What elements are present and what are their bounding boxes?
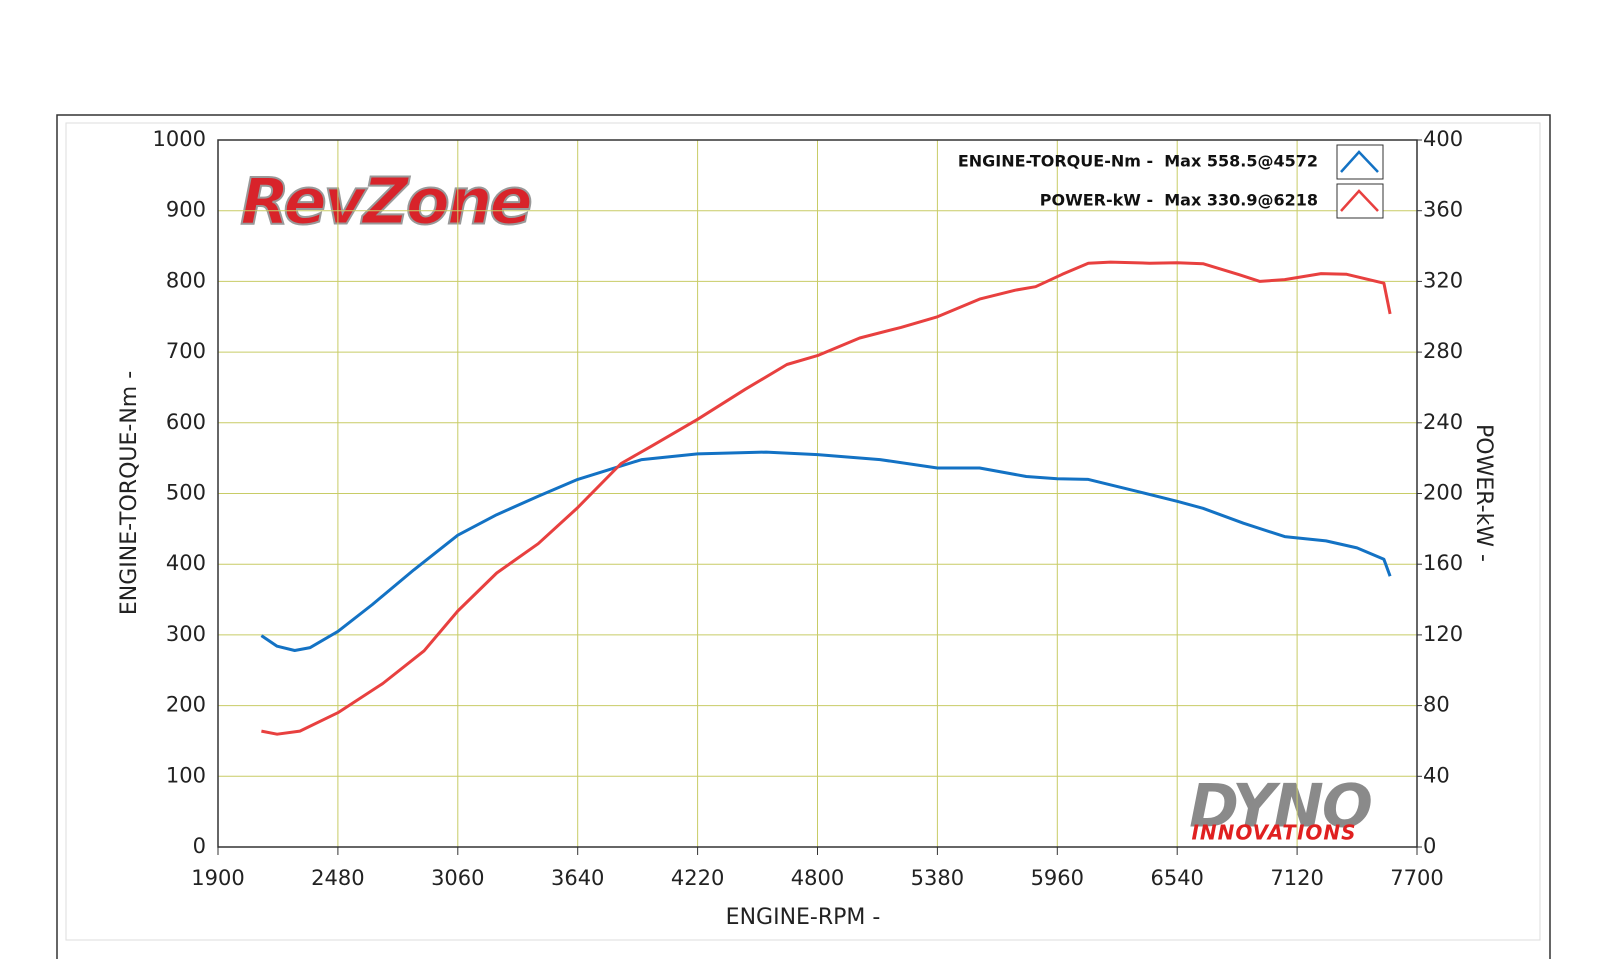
legend-label: ENGINE-TORQUE-Nm - Max 558.5@4572 bbox=[958, 152, 1318, 171]
y-tick-label: 900 bbox=[166, 198, 206, 222]
logo-dyno: DYNO bbox=[1189, 772, 1371, 842]
series-line bbox=[260, 450, 1392, 652]
legend-box bbox=[1336, 144, 1384, 180]
x-tick-label: 2480 bbox=[311, 866, 364, 890]
plot-frame bbox=[217, 139, 1418, 848]
y-tick-label: 400 bbox=[166, 551, 206, 575]
y2-tick-label: 160 bbox=[1423, 551, 1463, 575]
y2-tick-label: 280 bbox=[1423, 339, 1463, 363]
series-line bbox=[261, 260, 1392, 736]
y-tick-label: 800 bbox=[166, 268, 206, 292]
logo-innovations: INNOVATIONS bbox=[1191, 821, 1356, 845]
x-tick-label: 6540 bbox=[1150, 866, 1203, 890]
inner-frame bbox=[65, 122, 1541, 941]
y2-tick-label: 240 bbox=[1423, 410, 1463, 434]
outer-frame bbox=[56, 114, 1551, 959]
x-tick-label: 7120 bbox=[1270, 866, 1323, 890]
logo-revzone: RevZone bbox=[240, 166, 530, 240]
y-tick-label: 0 bbox=[193, 834, 206, 858]
y2-tick-label: 400 bbox=[1423, 127, 1463, 151]
y-tick-label: 600 bbox=[166, 410, 206, 434]
y-axis-title: ENGINE-TORQUE-Nm - bbox=[117, 371, 142, 615]
y2-tick-label: 360 bbox=[1423, 198, 1463, 222]
y-tick-label: 300 bbox=[166, 622, 206, 646]
x-tick-label: 7700 bbox=[1390, 866, 1443, 890]
x-tick-label: 1900 bbox=[191, 866, 244, 890]
x-tick-label: 3640 bbox=[551, 866, 604, 890]
legend-box bbox=[1336, 183, 1384, 219]
x-tick-label: 5380 bbox=[911, 866, 964, 890]
y2-tick-label: 80 bbox=[1423, 693, 1450, 717]
y-tick-label: 100 bbox=[166, 763, 206, 787]
y2-tick-label: 320 bbox=[1423, 268, 1463, 292]
y-tick-label: 200 bbox=[166, 693, 206, 717]
x-tick-label: 5960 bbox=[1031, 866, 1084, 890]
y-tick-label: 700 bbox=[166, 339, 206, 363]
y2-tick-label: 120 bbox=[1423, 622, 1463, 646]
y-tick-label: 500 bbox=[166, 481, 206, 505]
legend-swatch bbox=[1340, 150, 1379, 173]
x-tick-label: 4220 bbox=[671, 866, 724, 890]
y2-axis-title: POWER-kW - bbox=[1471, 424, 1496, 562]
legend-swatch bbox=[1340, 189, 1379, 212]
y2-tick-label: 0 bbox=[1423, 834, 1436, 858]
x-axis-title: ENGINE-RPM - bbox=[726, 905, 881, 930]
y-tick-label: 1000 bbox=[153, 127, 206, 151]
y2-tick-label: 40 bbox=[1423, 763, 1450, 787]
x-tick-label: 3060 bbox=[431, 866, 484, 890]
legend-label: POWER-kW - Max 330.9@6218 bbox=[1040, 191, 1318, 210]
y2-tick-label: 200 bbox=[1423, 481, 1463, 505]
x-tick-label: 4800 bbox=[791, 866, 844, 890]
